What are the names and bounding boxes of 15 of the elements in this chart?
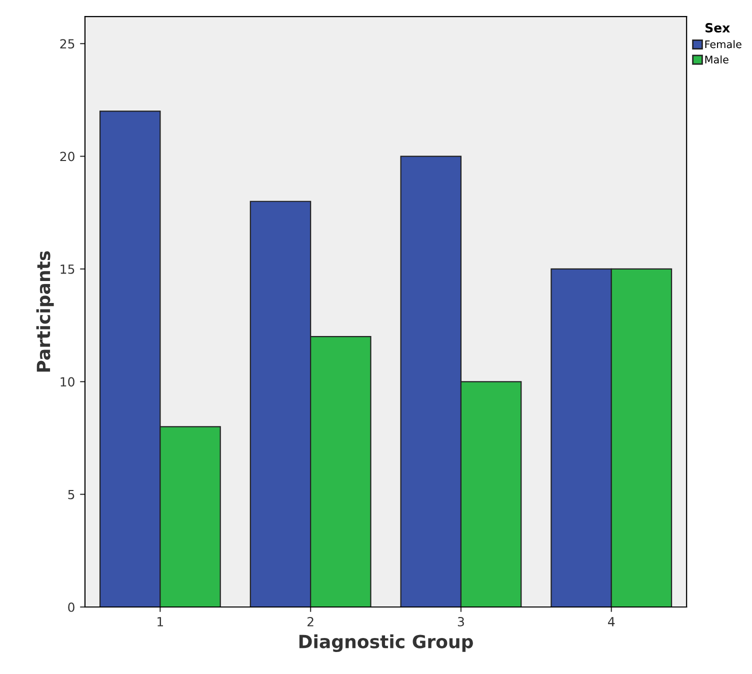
x-tick-label: 1 [158,617,163,626]
x-tick-label: 4 [608,617,615,626]
y-tick-label: 25 [60,39,74,49]
legend-title: Sex [706,23,730,33]
legend-label: Female [705,40,742,48]
x-tick-label: 3 [458,616,464,626]
legend-label: Male [705,55,728,64]
y-tick-label: 10 [60,377,74,387]
x-tick-label: 2 [308,616,314,626]
y-tick-label: 15 [60,264,74,274]
y-axis-title: Participants [36,251,54,372]
x-axis-title: Diagnostic Group [299,634,473,652]
y-tick-label: 0 [68,602,74,612]
y-tick-label: 20 [60,152,74,162]
y-tick-label: 5 [68,490,74,500]
